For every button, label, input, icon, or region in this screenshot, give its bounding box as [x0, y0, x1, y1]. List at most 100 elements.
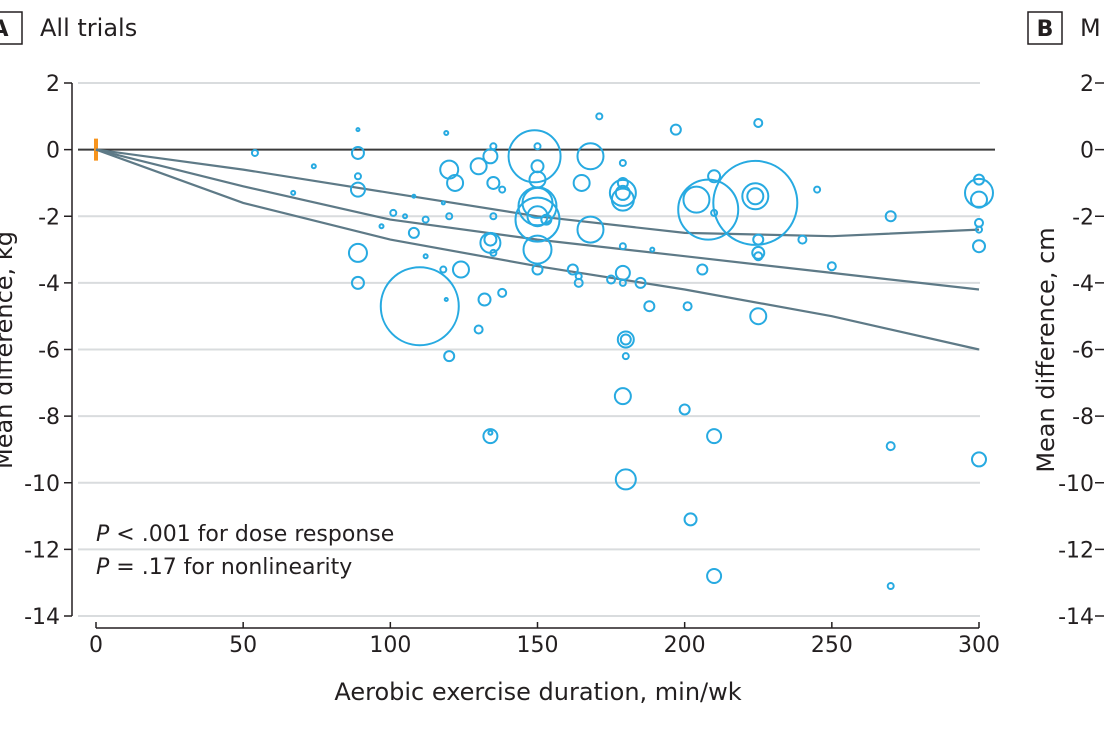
data-point	[971, 451, 987, 468]
data-point	[621, 352, 630, 361]
data-point	[741, 182, 770, 211]
data-point	[751, 245, 766, 260]
data-point	[573, 277, 584, 288]
tick-labels: 2 0 -2 -4 -6 -8 -10 -12 -14 0 50 100 150 200 250 300	[24, 72, 1000, 658]
data-points	[250, 112, 994, 591]
data-point	[487, 429, 494, 436]
data-point	[402, 213, 409, 220]
data-point	[576, 142, 605, 171]
data-point	[576, 215, 605, 244]
data-point	[443, 297, 449, 303]
data-point	[482, 428, 499, 445]
data-point	[682, 301, 693, 312]
regression-curves	[95, 148, 980, 351]
data-point	[706, 568, 723, 585]
data-point	[530, 159, 545, 174]
panel-a-letter-box	[0, 11, 23, 45]
panel-b-axis: 2 0 -2 -4 -6 -8 -10 -12 -14	[1058, 72, 1104, 630]
y-tick-label: -2	[38, 205, 60, 230]
data-point	[350, 145, 365, 160]
panel-b-y-tick-label: 2	[1080, 72, 1094, 97]
panel-b-y-axis-label: Mean difference, cm	[1032, 227, 1060, 472]
grid-lines	[78, 82, 980, 617]
data-point	[618, 158, 627, 167]
x-tick-label: 100	[369, 633, 411, 658]
nonlinearity-annotation: P = .17 for nonlinearity	[96, 555, 352, 580]
data-point	[482, 148, 499, 165]
data-point	[526, 205, 549, 228]
data-point	[355, 127, 361, 133]
data-point	[533, 142, 542, 151]
panel-b-y-tick-label: -4	[1072, 272, 1094, 297]
data-point	[486, 175, 501, 190]
data-point	[378, 223, 385, 230]
data-point	[489, 142, 498, 151]
data-point	[746, 187, 765, 206]
data-point	[349, 181, 366, 198]
annotation-text-1: < .001 for dose response	[109, 522, 394, 547]
data-point	[614, 468, 637, 491]
data-point	[483, 232, 498, 247]
annotation-p-symbol-1: P	[96, 522, 110, 547]
data-point	[618, 278, 627, 287]
data-point	[497, 287, 508, 298]
x-tick-label: 200	[664, 633, 706, 658]
data-point	[826, 261, 837, 272]
panel-b-y-tick-label: -8	[1072, 405, 1094, 430]
panel-b-y-tick-label: -10	[1058, 472, 1094, 497]
data-point	[469, 157, 488, 176]
data-point	[749, 307, 768, 326]
data-point	[964, 177, 994, 208]
data-point	[972, 239, 986, 254]
data-point	[421, 215, 430, 224]
data-point	[443, 350, 456, 363]
data-point	[678, 403, 691, 416]
data-point	[669, 123, 682, 136]
data-point	[451, 260, 470, 279]
data-point	[613, 387, 632, 406]
y-tick-label: 2	[46, 72, 60, 97]
data-point	[813, 185, 822, 194]
data-point	[752, 233, 765, 246]
y-tick-label: 0	[46, 139, 60, 164]
data-point	[514, 196, 561, 243]
data-point	[634, 276, 647, 289]
data-point	[443, 129, 450, 136]
x-tick-label: 250	[811, 633, 853, 658]
y-tick-label: -12	[24, 538, 60, 563]
data-point	[649, 246, 656, 253]
data-point	[572, 173, 591, 192]
data-point	[422, 253, 429, 260]
panel-b-letter-box	[1027, 11, 1063, 45]
data-point	[797, 234, 808, 245]
x-tick-label: 300	[958, 633, 1000, 658]
y-axis-label: Mean difference, kg	[0, 231, 18, 469]
data-point	[347, 242, 368, 263]
data-point	[973, 173, 985, 186]
y-tick-label: -10	[24, 472, 60, 497]
data-point	[616, 330, 635, 349]
data-point	[614, 184, 631, 201]
data-point	[753, 117, 764, 128]
x-tick-label: 0	[89, 633, 103, 658]
data-point	[440, 200, 446, 206]
curve-estimate	[95, 148, 980, 291]
panel-b-y-tick-label: -14	[1058, 605, 1094, 630]
annotation-p-symbol-2: P	[96, 555, 110, 580]
data-point	[350, 275, 365, 290]
data-point	[712, 159, 799, 246]
dose-response-annotation: P < .001 for dose response	[96, 522, 394, 547]
data-point	[379, 266, 460, 347]
panel-b-y-tick-label: -12	[1058, 538, 1094, 563]
data-point	[528, 170, 547, 189]
data-point	[498, 185, 507, 194]
y-tick-label: -14	[24, 605, 60, 630]
panel-b-title-fragment: M	[1080, 14, 1101, 42]
curve-lower-confidence-limit	[95, 148, 980, 351]
data-point	[446, 173, 465, 192]
data-point	[885, 441, 896, 452]
data-point	[975, 225, 983, 234]
data-point	[507, 129, 562, 184]
data-point	[540, 213, 553, 226]
